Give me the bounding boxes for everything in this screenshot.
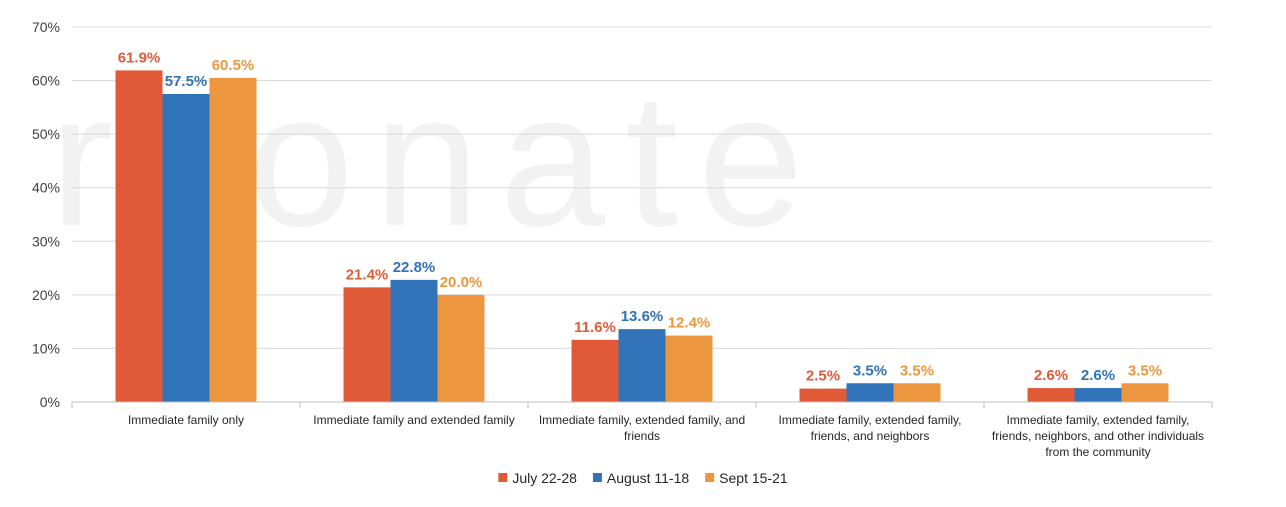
- bar: [209, 77, 257, 403]
- bar: [665, 335, 713, 402]
- x-category-label: friends, neighbors, and other individual…: [992, 429, 1204, 443]
- bar: [1121, 383, 1169, 402]
- legend: July 22-28 August 11-18 Sept 15-21: [498, 470, 788, 486]
- bar: [1027, 388, 1075, 402]
- y-tick-label: 20%: [32, 287, 60, 303]
- data-label: 61.9%: [118, 49, 161, 66]
- data-label: 3.5%: [900, 362, 934, 379]
- data-label: 21.4%: [346, 266, 389, 283]
- data-label: 3.5%: [853, 362, 887, 379]
- bar: [1074, 388, 1122, 402]
- bar: [893, 383, 941, 402]
- x-category-label: friends, and neighbors: [811, 429, 930, 443]
- legend-swatch: [705, 473, 715, 482]
- legend-label: August 11-18: [607, 470, 689, 486]
- bar: [162, 93, 210, 402]
- bar: [115, 70, 163, 403]
- data-labels: 61.9% 21.4% 11.6% 2.5% 2.6% 57.5% 22.8% 13.6% 3.…: [118, 49, 1162, 384]
- x-axis: Immediate family only Immediate family an…: [71, 401, 1213, 459]
- data-label: 22.8%: [393, 259, 436, 276]
- x-category-label: friends: [624, 429, 660, 443]
- bar: [390, 279, 438, 402]
- y-tick-label: 10%: [32, 340, 60, 356]
- x-category-label: Immediate family, extended family,: [779, 413, 962, 427]
- gridlines: [72, 26, 1212, 349]
- y-axis-ticks: 0% 10% 20% 30% 40% 50% 60% 70%: [32, 19, 60, 410]
- x-category-label: from the community: [1045, 445, 1150, 459]
- data-label: 3.5%: [1128, 362, 1162, 379]
- x-category-label: Immediate family, extended family,: [1007, 413, 1190, 427]
- data-label: 57.5%: [165, 73, 208, 90]
- data-label: 60.5%: [212, 57, 255, 74]
- y-tick-label: 70%: [32, 19, 60, 35]
- bar: [846, 383, 894, 402]
- legend-label: Sept 15-21: [719, 470, 788, 486]
- y-tick-label: 0%: [40, 394, 60, 410]
- legend-swatch: [592, 473, 602, 482]
- bar: [618, 329, 666, 402]
- bar: [343, 287, 391, 402]
- data-label: 2.6%: [1081, 367, 1115, 384]
- bar: [571, 339, 619, 402]
- y-tick-label: 60%: [32, 73, 60, 89]
- x-category-label: Immediate family, extended family, and: [539, 413, 745, 427]
- bars: [115, 70, 1169, 403]
- data-label: 2.6%: [1034, 367, 1068, 384]
- legend-label: July 22-28: [512, 470, 577, 486]
- legend-swatch: [498, 473, 508, 482]
- data-label: 13.6%: [621, 308, 664, 325]
- y-tick-label: 30%: [32, 233, 60, 249]
- bar: [799, 388, 847, 402]
- y-tick-label: 50%: [32, 126, 60, 142]
- y-tick-label: 40%: [32, 180, 60, 196]
- data-label: 20.0%: [440, 274, 483, 291]
- x-category-label: Immediate family only: [128, 413, 244, 427]
- bar: [437, 294, 485, 402]
- data-label: 12.4%: [668, 315, 711, 332]
- data-label: 2.5%: [806, 368, 840, 385]
- x-category-label: Immediate family and extended family: [313, 413, 514, 427]
- data-label: 11.6%: [574, 319, 616, 336]
